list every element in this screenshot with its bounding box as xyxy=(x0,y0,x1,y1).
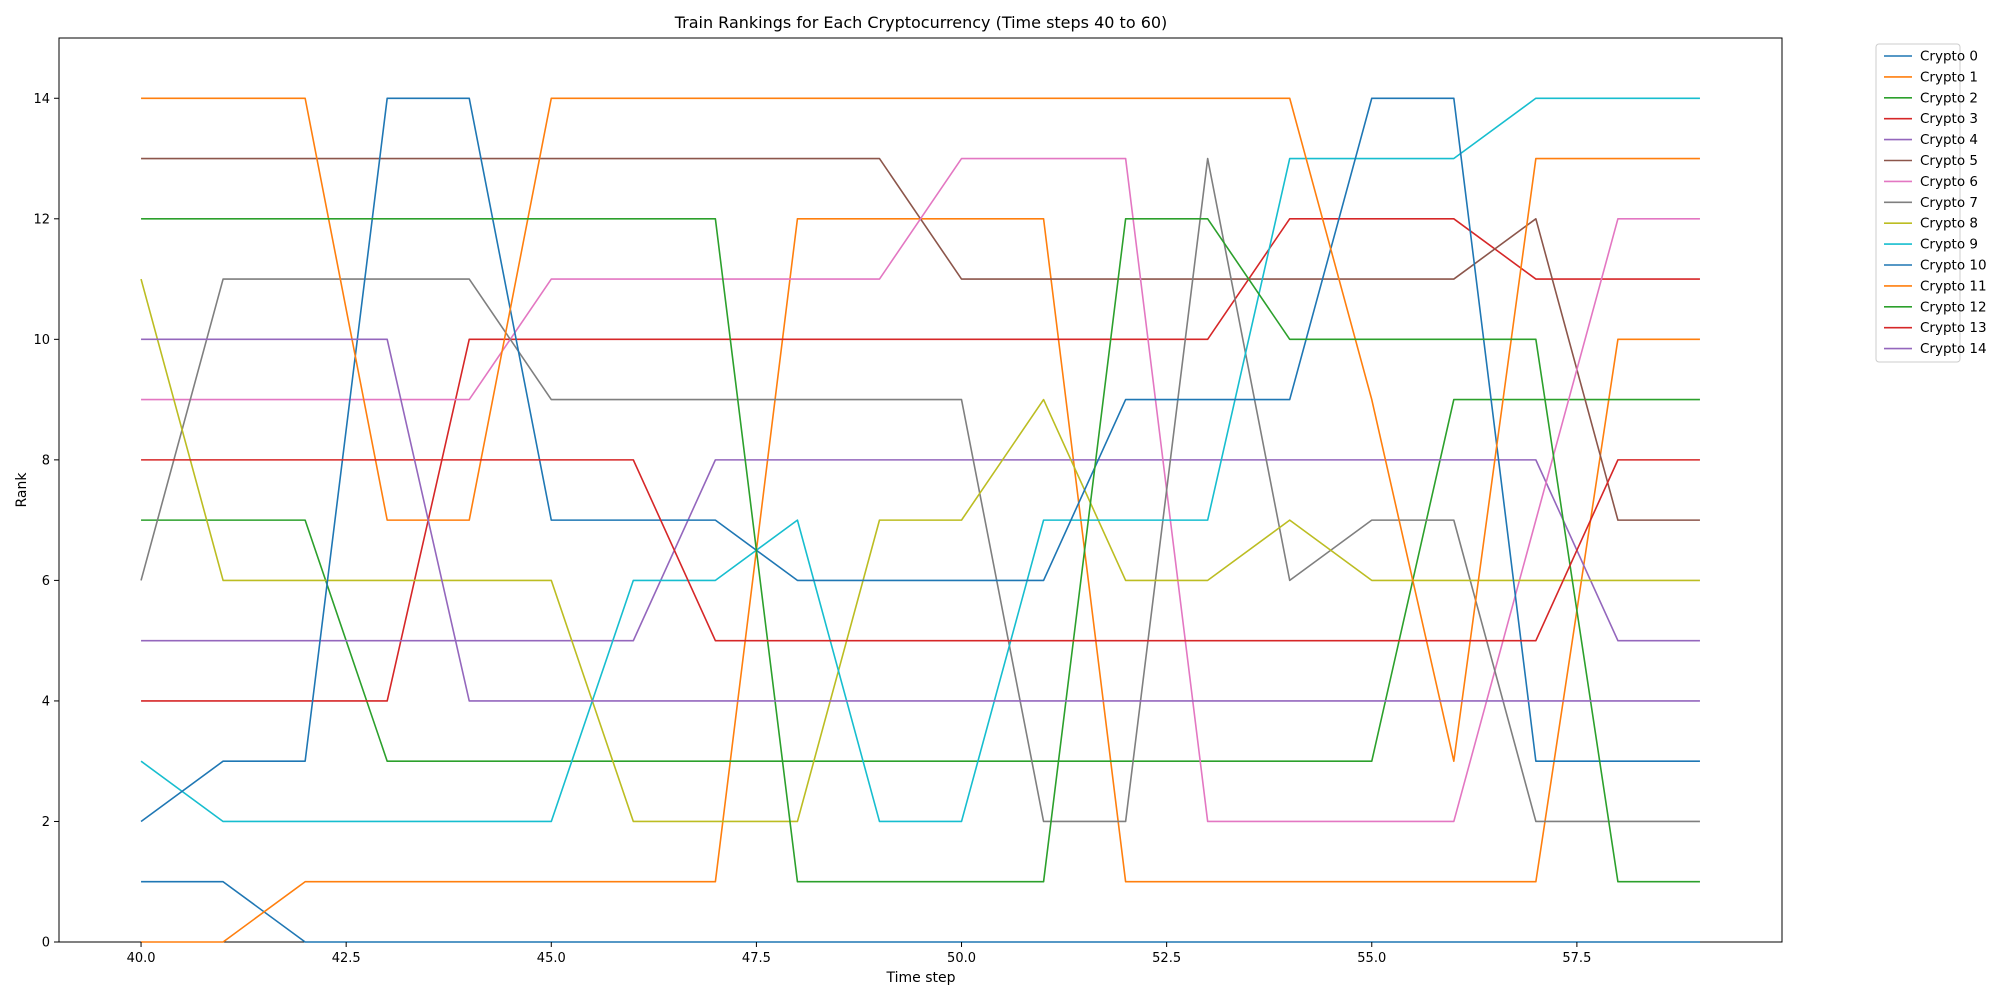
series-line-crypto-14 xyxy=(141,338,1700,702)
y-axis-label: Rank xyxy=(14,472,30,508)
x-axis-ticks: 40.0 42.5 45.0 47.5 50.0 52.5 55.0 57.5 xyxy=(127,942,1591,966)
legend: Crypto 0 Crypto 1 Crypto 2 Crypto 3 Crypto 4… xyxy=(1875,43,1987,363)
x-tick-label: 47.5 xyxy=(742,951,771,966)
y-tick-label: 14 xyxy=(33,92,50,107)
legend-label-crypto-10: Crypto 10 xyxy=(1920,258,1987,274)
series-line-crypto-4 xyxy=(141,459,1700,642)
legend-label-crypto-12: Crypto 12 xyxy=(1920,299,1987,315)
series-line-crypto-9 xyxy=(140,97,1700,823)
legend-label-crypto-2: Crypto 2 xyxy=(1920,90,1978,106)
x-tick-label: 42.5 xyxy=(332,951,361,966)
series-line-crypto-10 xyxy=(140,97,1700,823)
y-tick-label: 6 xyxy=(42,574,50,589)
y-tick-label: 10 xyxy=(33,333,50,348)
y-tick-label: 4 xyxy=(42,694,50,709)
series-layer xyxy=(140,97,1700,943)
legend-label-crypto-7: Crypto 7 xyxy=(1920,195,1978,211)
x-tick-label: 55.0 xyxy=(1357,951,1386,966)
legend-label-crypto-8: Crypto 8 xyxy=(1920,216,1978,232)
y-tick-label: 8 xyxy=(42,453,50,468)
series-line-crypto-0 xyxy=(141,880,1700,943)
legend-label-crypto-13: Crypto 13 xyxy=(1920,320,1987,336)
legend-items: Crypto 0 Crypto 1 Crypto 2 Crypto 3 Crypto 4… xyxy=(1884,49,1987,357)
y-axis-ticks: 0 2 4 6 8 10 12 14 xyxy=(33,92,59,951)
legend-label-crypto-0: Crypto 0 xyxy=(1920,49,1978,65)
series-line-crypto-8 xyxy=(140,278,1700,823)
legend-label-crypto-6: Crypto 6 xyxy=(1920,174,1978,190)
chart-title: Train Rankings for Each Cryptocurrency (… xyxy=(674,13,1168,32)
legend-label-crypto-3: Crypto 3 xyxy=(1920,111,1978,127)
legend-label-crypto-5: Crypto 5 xyxy=(1920,153,1978,169)
x-tick-label: 50.0 xyxy=(947,951,976,966)
series-line-crypto-6 xyxy=(141,157,1700,823)
legend-label-crypto-14: Crypto 14 xyxy=(1920,341,1987,357)
x-tick-label: 40.0 xyxy=(127,951,156,966)
x-tick-label: 52.5 xyxy=(1152,951,1181,966)
legend-box xyxy=(1875,43,1961,363)
legend-label-crypto-9: Crypto 9 xyxy=(1920,237,1978,253)
plot-area-frame xyxy=(58,37,1783,943)
y-tick-label: 2 xyxy=(42,815,50,830)
legend-label-crypto-11: Crypto 11 xyxy=(1920,278,1987,294)
y-tick-label: 12 xyxy=(33,212,50,227)
legend-label-crypto-4: Crypto 4 xyxy=(1920,132,1978,148)
series-line-crypto-7 xyxy=(140,157,1700,823)
x-tick-label: 45.0 xyxy=(537,951,566,966)
series-line-crypto-13 xyxy=(141,459,1700,642)
y-tick-label: 0 xyxy=(42,936,50,951)
series-line-crypto-12 xyxy=(141,218,1700,883)
legend-label-crypto-1: Crypto 1 xyxy=(1920,69,1978,85)
x-axis-label: Time step xyxy=(886,970,956,986)
x-tick-label: 57.5 xyxy=(1562,951,1591,966)
